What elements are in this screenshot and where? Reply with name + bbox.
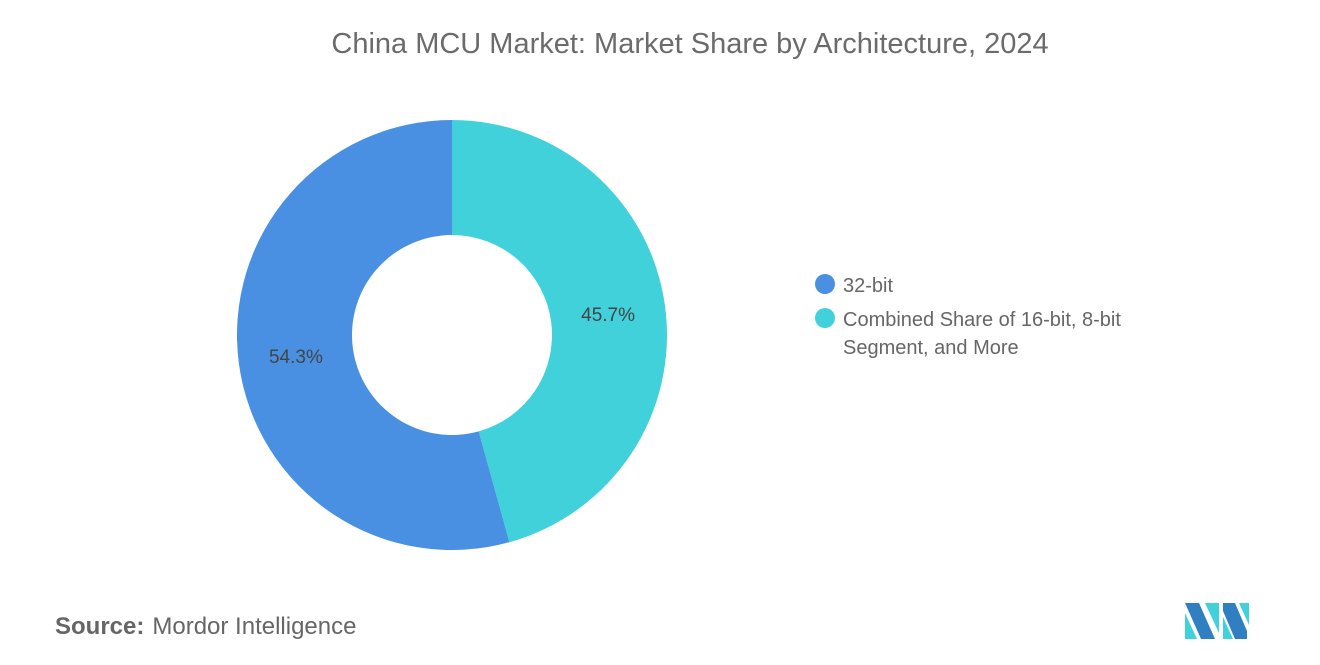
legend-label: 32-bit — [843, 275, 894, 297]
legend: 32-bit Combined Share of 16-bit, 8-bit S… — [815, 272, 1183, 368]
source-note: Source: Mordor Intelligence — [55, 613, 356, 641]
source-label: Source: — [55, 613, 145, 640]
chart-title: China MCU Market: Market Share by Archit… — [331, 28, 1049, 60]
data-label: 45.7% — [581, 305, 635, 326]
legend-marker — [815, 274, 835, 294]
donut-slice — [236, 120, 510, 551]
legend-label: Combined Share of 16-bit, 8-bit Segment,… — [843, 309, 1121, 359]
donut-slice — [452, 120, 667, 543]
legend-item-32-bit: 32-bit — [815, 272, 1183, 300]
source-value: Mordor Intelligence — [152, 613, 357, 640]
legend-marker — [815, 308, 835, 328]
legend-item-combined: Combined Share of 16-bit, 8-bit Segment,… — [815, 306, 1183, 362]
data-label: 54.3% — [269, 347, 323, 368]
mordor-logo — [1185, 603, 1249, 639]
